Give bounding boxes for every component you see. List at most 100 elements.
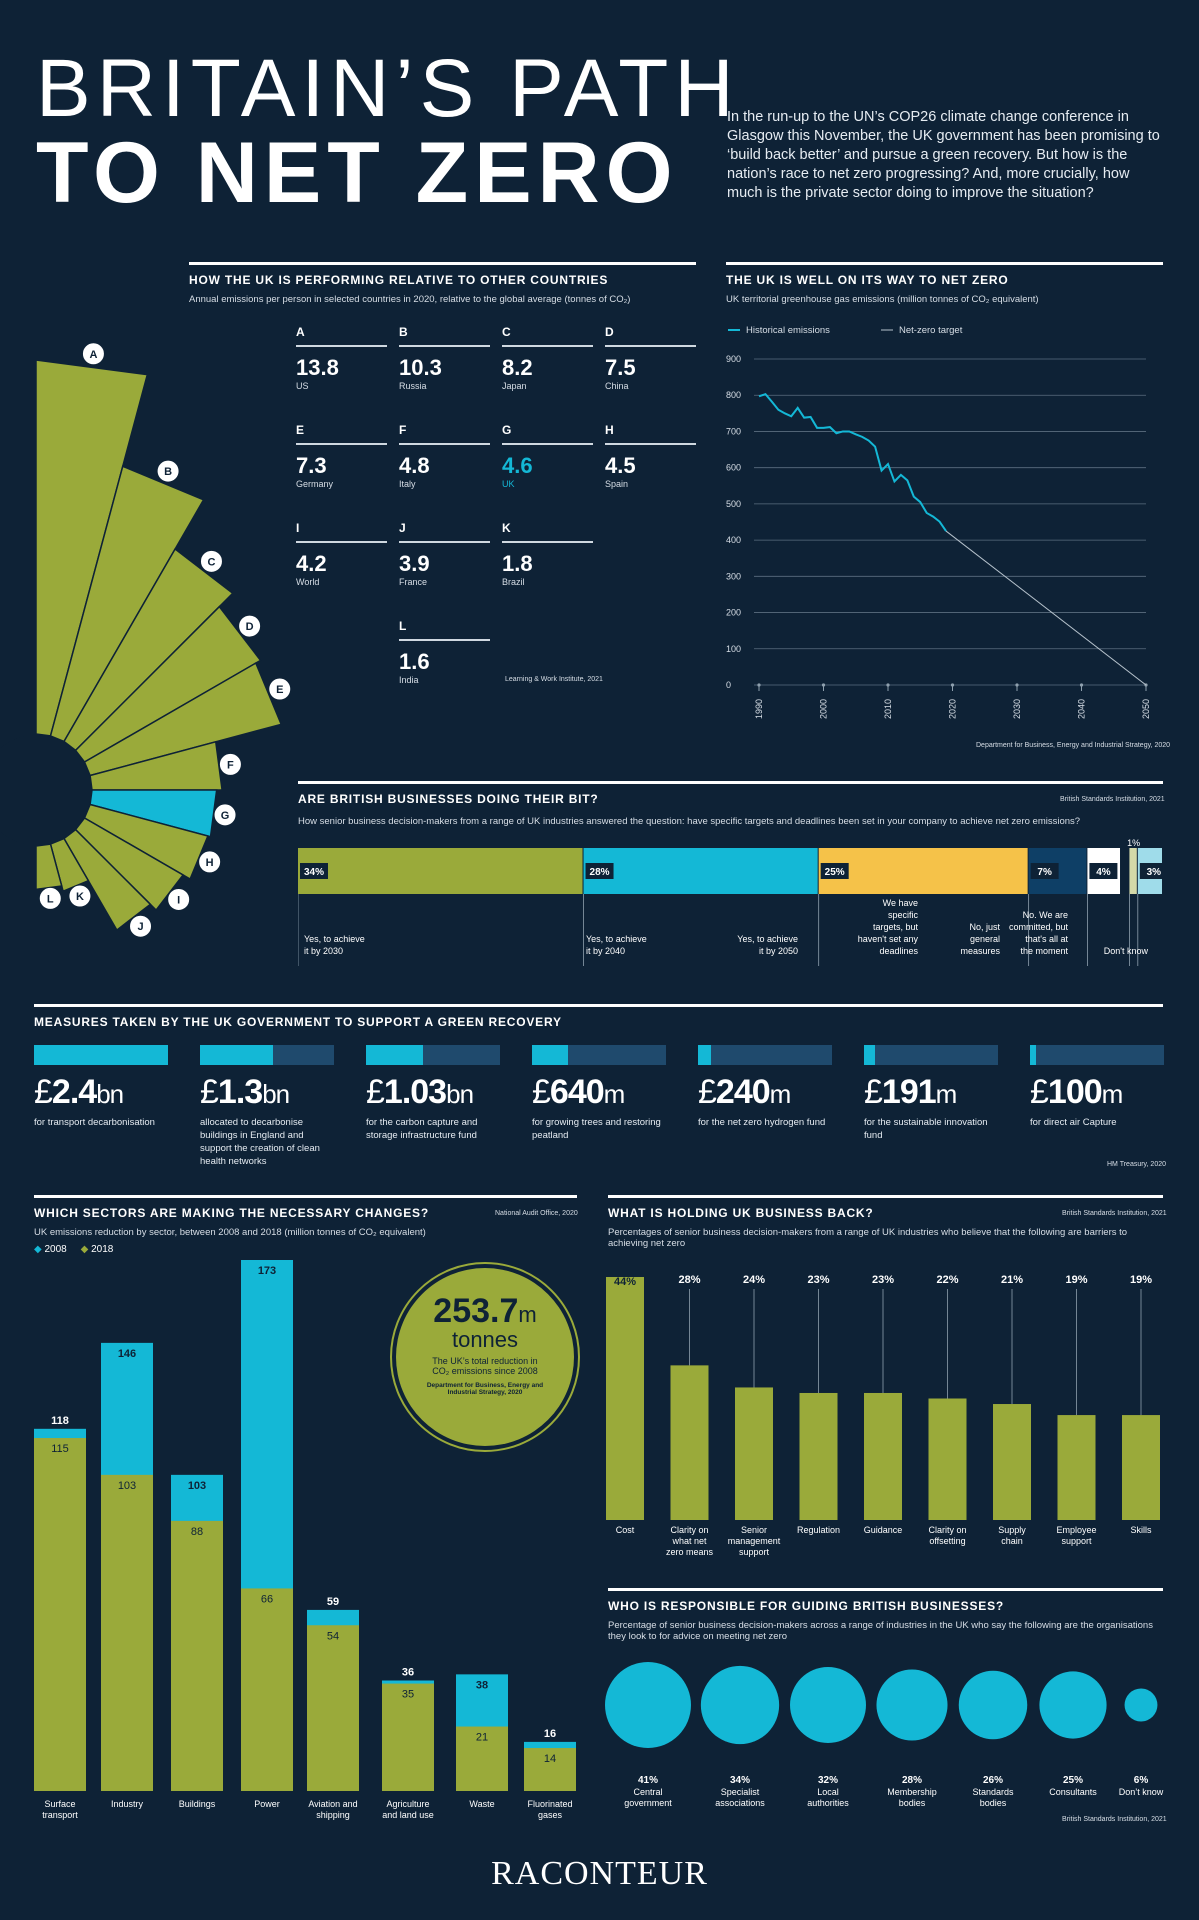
barrier-category-label: what net	[671, 1536, 707, 1546]
sector-category-label: Industry	[111, 1799, 144, 1809]
measure-bar-track	[864, 1045, 998, 1065]
advisor-value-label: 32%	[818, 1775, 838, 1786]
radial-segment-italy	[89, 740, 223, 791]
measure-value: £1.03bn	[366, 1073, 500, 1112]
measure-currency: £	[532, 1073, 551, 1111]
x-tick-dot	[821, 683, 826, 687]
barrier-bar	[928, 1398, 967, 1520]
sector-category-label: gases	[538, 1810, 563, 1820]
measure-value: £240m	[698, 1073, 832, 1112]
target-percent-tag	[1089, 863, 1118, 879]
sector-category-label: transport	[42, 1810, 78, 1820]
target-category-label: targets, but	[873, 922, 919, 932]
radial-segment-spain	[83, 803, 209, 881]
measure-unit: m	[603, 1079, 626, 1109]
target-percent-label: 3%	[1147, 867, 1162, 878]
barrier-bar	[864, 1392, 902, 1520]
barrier-category-label: support	[739, 1547, 770, 1557]
target-percent-label: 34%	[304, 867, 324, 878]
measures-source: HM Treasury, 2020	[1107, 1161, 1167, 1168]
sector-category-label: shipping	[316, 1810, 350, 1820]
country-value: 3.9	[399, 551, 430, 576]
advisor-category-label: bodies	[980, 1798, 1007, 1808]
target-category-label: haven't set any	[858, 934, 919, 944]
barrier-value-label: 24%	[743, 1274, 765, 1286]
advisor-bubble	[1039, 1671, 1107, 1739]
target-percent-tag	[300, 863, 328, 879]
barrier-category-label: Cost	[616, 1525, 635, 1535]
performance-heading: HOW THE UK IS PERFORMING RELATIVE TO OTH…	[189, 262, 696, 287]
barrier-value-label: 44%	[614, 1276, 636, 1288]
advisor-category-label: Central	[633, 1787, 662, 1797]
target-category-label: measures	[960, 946, 1000, 956]
country-rule	[399, 541, 490, 543]
country-value: 7.3	[296, 453, 327, 478]
sectors-heading: WHICH SECTORS ARE MAKING THE NECESSARY C…	[34, 1195, 577, 1220]
measure-number: 1.3	[217, 1073, 263, 1111]
target-category-label: We have	[883, 898, 918, 908]
legend-target-label: Net-zero target	[899, 325, 963, 336]
barrier-value-label: 21%	[1001, 1274, 1023, 1286]
measure-description: for the sustainable innovation fund	[864, 1117, 988, 1141]
radial-segment-russia	[49, 465, 205, 743]
measure-item: £240m for the net zero hydrogen fund	[698, 1045, 832, 1129]
target-category-label: it by 2030	[304, 946, 343, 956]
radial-marker-a	[81, 342, 105, 366]
barrier-bar	[1057, 1415, 1096, 1520]
measure-item: £191m for the sustainable innovation fund	[864, 1045, 998, 1142]
measure-bar-fill	[366, 1045, 424, 1065]
title-line-2: TO NET ZERO	[36, 125, 679, 221]
country-grid: A 13.8 US B 10.3 Russia C 8.2 Japan D 7.5 China E 7.3…	[296, 325, 696, 685]
advisor-category-label: Don’t know	[1119, 1787, 1164, 1797]
callout-unit: m	[518, 1302, 537, 1327]
barrier-value-label: 28%	[678, 1274, 700, 1286]
country-name: Spain	[605, 479, 629, 489]
sector-category-label: Fluorinated	[527, 1799, 572, 1809]
x-tick-label: 2020	[948, 699, 958, 719]
radial-marker-e	[268, 677, 292, 701]
y-tick-label: 400	[726, 535, 741, 545]
x-tick-label: 2040	[1077, 699, 1087, 719]
sectors-subtitle: UK emissions reduction by sector, betwee…	[34, 1227, 426, 1238]
country-letter: H	[605, 423, 614, 437]
country-rule	[399, 345, 490, 347]
country-value: 1.8	[502, 551, 533, 576]
callout-ring	[390, 1262, 580, 1452]
y-tick-label: 900	[726, 354, 741, 364]
radial-letter-j: J	[137, 921, 143, 933]
country-value: 8.2	[502, 355, 533, 380]
sector-value-2008: 173	[258, 1265, 276, 1277]
legend-historical-label: Historical emissions	[746, 325, 830, 336]
sector-category-label: and land use	[382, 1810, 434, 1820]
measure-item: £2.4bn for transport decarbonisation	[34, 1045, 168, 1129]
advisor-category-label: Local	[817, 1787, 839, 1797]
country-name: France	[399, 577, 428, 587]
country-cell-brazil: K 1.8 Brazil	[502, 521, 593, 587]
measure-currency: £	[34, 1073, 53, 1111]
target-category-label: No. We are	[1023, 910, 1068, 920]
barriers-subtitle: Percentages of senior business decision-…	[608, 1227, 1128, 1249]
brand-logo: RACONTEUR	[491, 1855, 708, 1892]
radial-marker-l	[38, 886, 62, 910]
title-line-1: BRITAIN’S PATH	[36, 43, 740, 134]
measure-unit: bn	[96, 1079, 124, 1109]
radial-marker-k	[68, 884, 92, 908]
country-value: 10.3	[399, 355, 442, 380]
barrier-category-label: offsetting	[929, 1536, 965, 1546]
target-category-label: general	[970, 934, 1000, 944]
advisor-value-label: 26%	[983, 1775, 1003, 1786]
advisor-bubble	[1124, 1688, 1158, 1722]
barrier-category-label: Regulation	[797, 1525, 840, 1535]
measures-heading: MEASURES TAKEN BY THE UK GOVERNMENT TO S…	[34, 1004, 1163, 1029]
advisor-category-label: authorities	[807, 1798, 849, 1808]
measure-description: allocated to decarbonise buildings in En…	[200, 1117, 320, 1167]
country-cell-japan: C 8.2 Japan	[502, 325, 593, 391]
advisor-category-label: Standards	[972, 1787, 1014, 1797]
responsible-subtitle: Percentage of senior business decision-m…	[608, 1620, 1153, 1642]
target-category-label: specific	[888, 910, 919, 920]
country-rule	[502, 443, 593, 445]
country-letter: B	[399, 325, 408, 339]
target-percent-tag	[585, 863, 614, 879]
